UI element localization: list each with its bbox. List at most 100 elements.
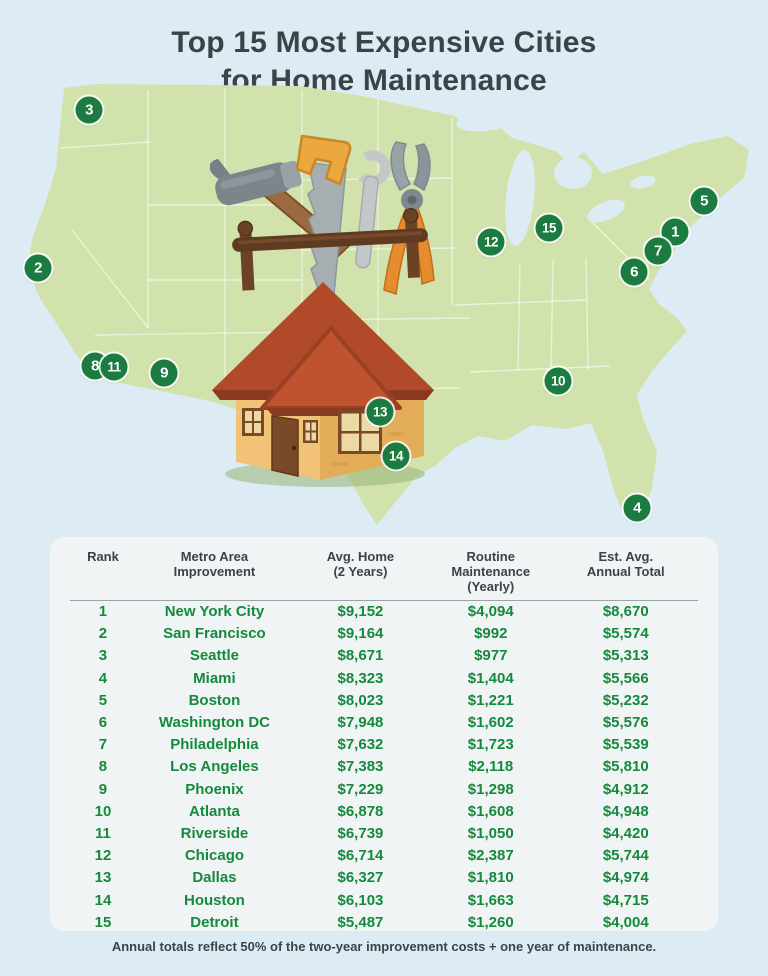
cell-avg-home: $6,103: [337, 891, 384, 909]
cell-metro: Miami: [193, 669, 236, 687]
cell-rank: 2: [98, 625, 108, 643]
cell-total: $4,715: [602, 891, 649, 909]
cell-rank: 4: [98, 669, 108, 687]
cell-total: $5,232: [602, 691, 649, 709]
map-marker-seattle: 3: [75, 96, 103, 124]
cell-avg-home: $6,714: [337, 847, 384, 865]
cell-metro: Dallas: [192, 869, 237, 887]
cell-metro: San Francisco: [163, 625, 266, 643]
table-row: 2 San Francisco $9,164 $992 $5,574: [70, 623, 698, 645]
map-marker-san-francisco: 2: [24, 254, 52, 282]
cell-rank: 11: [95, 825, 111, 843]
us-map-svg: [28, 84, 749, 525]
great-lakes: [456, 104, 656, 246]
house-illustration: [209, 132, 440, 492]
table-row: 7 Philadelphia $7,632 $1,723 $5,539: [70, 734, 698, 756]
cell-metro: Riverside: [180, 825, 249, 843]
table-row: 8 Los Angeles $7,383 $2,118 $5,810: [70, 756, 698, 778]
cell-routine: $1,608: [467, 802, 514, 820]
cell-metro: Seattle: [189, 647, 240, 665]
cell-metro: Washington DC: [158, 714, 270, 732]
table-row: 14 Houston $6,103 $1,663 $4,715: [70, 890, 698, 912]
cell-rank: 1: [98, 603, 108, 620]
cell-routine: $1,050: [467, 825, 514, 843]
cell-avg-home: $6,878: [337, 802, 384, 820]
map-marker-riverside: 11: [100, 353, 128, 381]
cell-metro: Houston: [184, 891, 245, 909]
cell-metro: Atlanta: [189, 802, 240, 820]
cell-total: $4,420: [602, 825, 649, 843]
cell-routine: $1,663: [467, 891, 514, 909]
cell-total: $5,574: [602, 625, 649, 643]
cell-total: $5,539: [602, 736, 649, 754]
cell-routine: $2,118: [468, 758, 514, 776]
cell-avg-home: $7,948: [337, 714, 384, 732]
map-marker-phoenix: 9: [150, 359, 178, 387]
cell-avg-home: $7,383: [337, 758, 384, 776]
map-marker-chicago: 12: [477, 228, 505, 256]
cell-routine: $1,723: [467, 736, 514, 754]
cell-avg-home: $7,229: [337, 780, 384, 798]
cell-routine: $1,810: [467, 869, 514, 887]
cell-rank: 6: [98, 714, 108, 732]
cell-total: $5,810: [602, 758, 649, 776]
header-est-annual-total: Est. Avg. Annual Total: [553, 547, 698, 601]
wrench-icon: [354, 150, 391, 269]
table-row: 6 Washington DC $7,948 $1,602 $5,576: [70, 712, 698, 734]
cell-routine: $4,094: [467, 603, 514, 620]
cell-total: $4,912: [602, 780, 649, 798]
cell-rank: 14: [94, 891, 112, 909]
cell-rank: 9: [98, 780, 108, 798]
table-row: 12 Chicago $6,714 $2,387 $5,744: [70, 845, 698, 867]
saw-icon: [295, 134, 352, 295]
table-body: 1 New York City $9,152 $4,094 $8,670 2 San Fra…: [70, 601, 698, 935]
table-row: 5 Boston $8,023 $1,221 $5,232: [70, 690, 698, 712]
cell-total: $5,313: [602, 647, 649, 665]
header-metro-area: Metro Area Improvement: [135, 547, 293, 601]
rankings-table: Rank Metro Area Improvement Avg. Home (2…: [70, 547, 698, 934]
map-marker-washington-dc: 6: [620, 258, 648, 286]
cell-total: $4,948: [602, 802, 649, 820]
cell-avg-home: $6,739: [337, 825, 384, 843]
us-landmass: [28, 84, 749, 525]
cell-metro: Boston: [188, 691, 241, 709]
cell-total: $8,670: [602, 603, 649, 620]
cell-total: $5,566: [602, 669, 649, 687]
cell-avg-home: $8,023: [337, 691, 384, 709]
table-row: 9 Phoenix $7,229 $1,298 $4,912: [70, 779, 698, 801]
table-row: 13 Dallas $6,327 $1,810 $4,974: [70, 867, 698, 889]
cell-routine: $992: [474, 625, 508, 643]
cell-routine: $1,404: [467, 669, 514, 687]
cell-avg-home: $7,632: [337, 736, 384, 754]
cell-avg-home: $5,487: [337, 913, 384, 931]
cell-routine: $977: [474, 647, 508, 665]
table-row: 3 Seattle $8,671 $977 $5,313: [70, 645, 698, 667]
data-table-panel: Rank Metro Area Improvement Avg. Home (2…: [50, 537, 718, 931]
table-row: 1 New York City $9,152 $4,094 $8,670: [70, 601, 698, 624]
cell-routine: $1,602: [467, 714, 514, 732]
header-rank: Rank: [70, 547, 136, 601]
cell-total: $5,744: [602, 847, 649, 865]
map-marker-miami: 4: [623, 494, 651, 522]
cell-routine: $2,387: [467, 847, 514, 865]
cell-total: $5,576: [602, 714, 649, 732]
cell-rank: 7: [98, 736, 108, 754]
cell-avg-home: $8,323: [337, 669, 384, 687]
cell-rank: 15: [94, 913, 112, 931]
cell-metro: New York City: [164, 603, 265, 620]
us-map: [0, 70, 768, 540]
map-marker-atlanta: 10: [544, 367, 572, 395]
table-header: Rank Metro Area Improvement Avg. Home (2…: [70, 547, 698, 601]
cell-total: $4,004: [602, 913, 649, 931]
cell-rank: 10: [94, 802, 112, 820]
cell-metro: Detroit: [190, 913, 239, 931]
cell-routine: $1,260: [467, 913, 514, 931]
cell-avg-home: $8,671: [337, 647, 384, 665]
toolbox-rail: [232, 207, 428, 291]
cell-avg-home: $6,327: [337, 869, 384, 887]
cell-rank: 3: [98, 647, 108, 665]
cell-rank: 12: [94, 847, 112, 865]
page-title: Top 15 Most Expensive Cities for Home Ma…: [0, 24, 768, 100]
cell-metro: Philadelphia: [170, 736, 259, 754]
table-row: 11 Riverside $6,739 $1,050 $4,420: [70, 823, 698, 845]
